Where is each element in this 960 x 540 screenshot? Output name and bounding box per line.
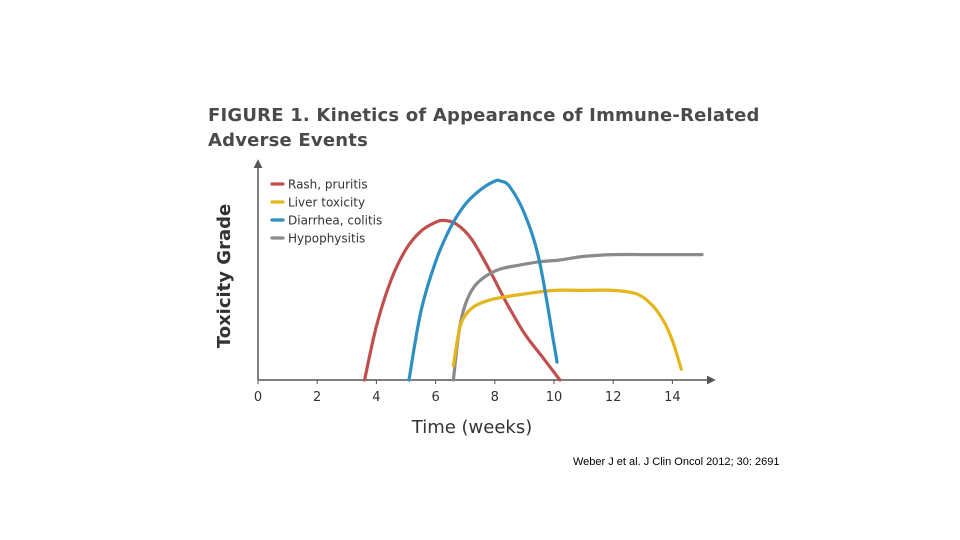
x-tick-label: 8: [491, 390, 499, 405]
x-tick-label: 0: [254, 390, 262, 405]
figure-title-line-1: FIGURE 1. Kinetics of Appearance of Immu…: [208, 105, 760, 126]
series-line-diarrhea-colitis: [407, 178, 559, 382]
legend-label-rash-pruritis: Rash, pruritis: [288, 178, 368, 192]
series-line-rash-pruritis: [363, 218, 562, 382]
legend-label-hypophysitis: Hypophysitis: [288, 232, 365, 246]
y-axis-label: Toxicity Grade: [214, 204, 235, 348]
figure-title: FIGURE 1. Kinetics of Appearance of Immu…: [208, 103, 760, 153]
x-tick-label: 6: [431, 390, 439, 405]
series-line-liver-toxicity: [451, 288, 683, 371]
citation: Weber J et al. J Clin Oncol 2012; 30: 26…: [573, 456, 780, 468]
x-tick-label: 10: [546, 390, 563, 405]
x-tick-label: 4: [372, 390, 380, 405]
x-tick-label: 14: [664, 390, 681, 405]
series-line-hypophysitis: [451, 252, 704, 382]
legend-label-liver-toxicity: Liver toxicity: [288, 196, 365, 210]
x-axis-label: Time (weeks): [411, 417, 533, 438]
x-tick-label: 12: [605, 390, 622, 405]
legend-label-diarrhea-colitis: Diarrhea, colitis: [288, 214, 382, 228]
x-tick-label: 2: [313, 390, 321, 405]
figure-title-line-2: Adverse Events: [208, 130, 368, 151]
